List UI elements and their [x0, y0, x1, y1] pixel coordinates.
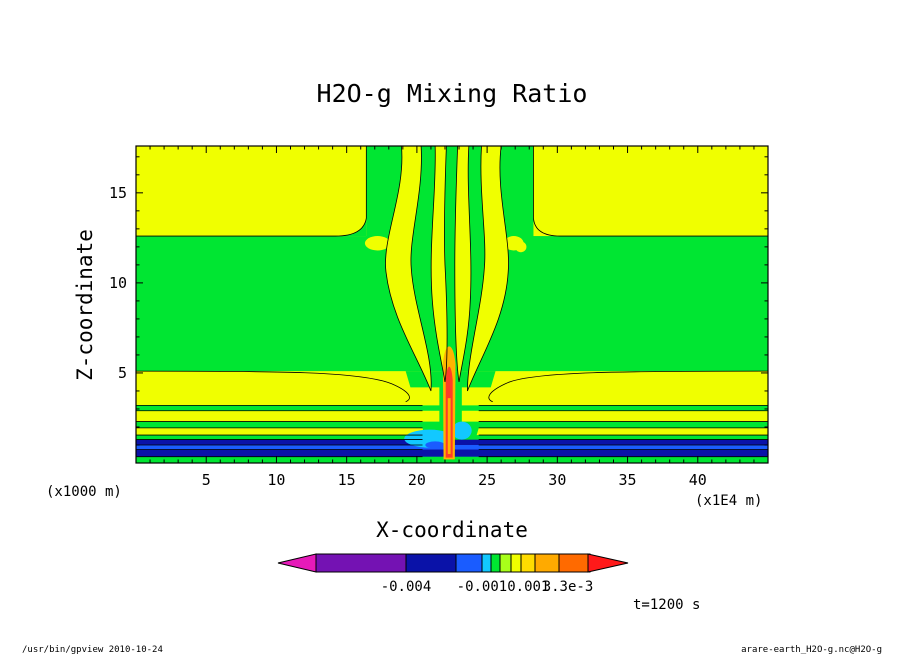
colorbar-box [405, 553, 457, 573]
contour-band [409, 387, 440, 406]
y-tick-label: 5 [118, 364, 127, 382]
x-tick-label: 10 [267, 471, 285, 489]
x-axis-label: X-coordinate [376, 518, 528, 542]
x-tick-label: 40 [689, 471, 707, 489]
y-tick-label: 15 [109, 184, 127, 202]
contour-band [409, 410, 440, 422]
x-tick-labels: 5 10 15 20 25 30 35 40 [202, 471, 707, 489]
x-tick-label: 20 [408, 471, 426, 489]
contour-plume [385, 146, 432, 391]
colorbar-box [499, 553, 512, 573]
axis-ticks [136, 146, 768, 463]
x-unit-label: (x1E4 m) [695, 493, 762, 509]
contour-line [136, 370, 410, 403]
y-tick-label: 10 [109, 274, 127, 292]
colorbar-tick-label: -0.0010.001 [457, 579, 550, 595]
contour-line [136, 146, 367, 237]
contour-region [452, 421, 472, 440]
colorbar-box [534, 553, 560, 573]
colorbar-box [558, 553, 591, 573]
time-label: t=1200 s [633, 597, 700, 613]
contour-region [425, 146, 431, 164]
plot-frame [135, 145, 769, 464]
x-tick-label: 15 [338, 471, 356, 489]
contour-line [488, 370, 768, 403]
x-tick-label: 35 [619, 471, 637, 489]
contour-region [335, 218, 367, 237]
contour-plume [467, 146, 509, 391]
plot-area [135, 145, 769, 464]
x-tick-label: 30 [548, 471, 566, 489]
colorbar-box [315, 553, 407, 573]
colorbar-box [455, 553, 483, 573]
y-axis-label: Z-coordinate [73, 229, 97, 381]
contour-lobe [515, 241, 527, 253]
contour-line [454, 146, 472, 383]
colorbar-tick-label: 3.3e-3 [543, 579, 594, 595]
colorbar-extend-high [587, 553, 629, 573]
colorbar-tick-label: -0.004 [381, 579, 432, 595]
colorbar-extend-low [277, 553, 317, 573]
contour-core [447, 398, 451, 454]
contour-band [461, 387, 492, 406]
contour-region [533, 146, 768, 237]
colorbar [277, 553, 629, 573]
colorbar-box [520, 553, 536, 573]
footer-right: arare-earth_H2O-g.nc@H2O-g [741, 645, 882, 654]
x-tick-label: 25 [478, 471, 496, 489]
contour-band [136, 456, 768, 463]
contour-region [425, 441, 445, 449]
contour-band [461, 410, 492, 422]
colorbar-box [490, 553, 501, 573]
contour-lobe [364, 236, 391, 251]
contour-line [385, 146, 432, 392]
contour-field [136, 146, 768, 463]
colorbar-box [510, 553, 522, 573]
contour-line [430, 146, 448, 383]
y-tick-labels: 5 10 15 [109, 184, 127, 382]
x-tick-label: 5 [202, 471, 211, 489]
colorbar-box [481, 553, 492, 573]
contour-line [533, 146, 768, 237]
footer-left: /usr/bin/gpview 2010-10-24 [22, 645, 163, 654]
contour-line [467, 146, 509, 392]
contour-plume [454, 146, 471, 382]
y-unit-label: (x1000 m) [46, 484, 122, 500]
chart-title: H2O-g Mixing Ratio [317, 79, 588, 108]
contour-region [136, 146, 367, 237]
